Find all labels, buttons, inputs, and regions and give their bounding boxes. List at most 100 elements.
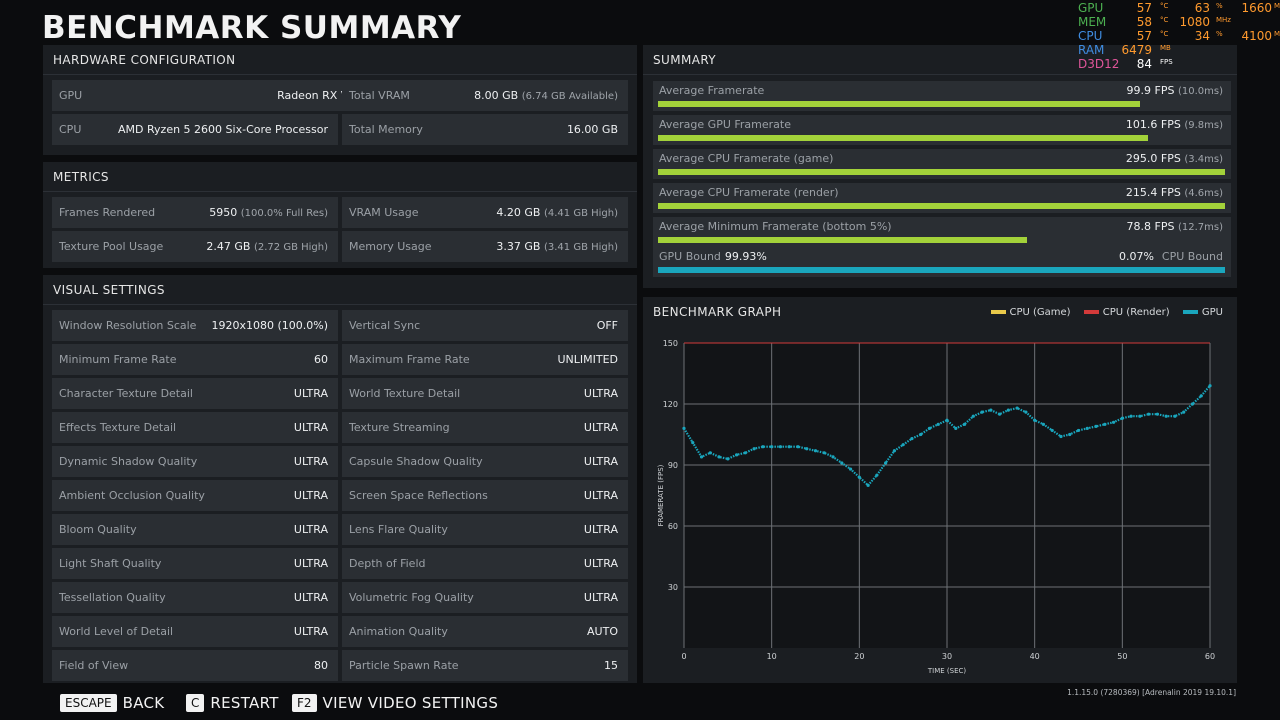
overlay-unit: MHz [1274, 30, 1280, 38]
gpu-data-point [1006, 408, 1010, 412]
setting-label: Vertical Sync [349, 319, 421, 332]
overlay-value: 34 [1194, 29, 1210, 43]
setting-row: Capsule Shadow Quality ULTRA [342, 446, 628, 477]
gpu-data-point [998, 412, 1002, 416]
back-button[interactable]: ESCAPE BACK [60, 693, 164, 712]
video-settings-button[interactable]: F2 VIEW VIDEO SETTINGS [292, 693, 498, 712]
gpu-data-point [1015, 406, 1019, 410]
setting-row: Volumetric Fog Quality ULTRA [342, 582, 628, 613]
metrics-heading: METRICS [43, 162, 637, 192]
legend-cpu-game: CPU (Game) [1009, 307, 1071, 318]
gpu-data-point [752, 447, 756, 451]
overlay-row: D3D12 84 FPS [1078, 57, 1280, 71]
graph-legend: CPU (Game) CPU (Render) GPU [981, 307, 1223, 318]
x-tick-label: 50 [1117, 652, 1127, 661]
gpu-data-point [1208, 384, 1212, 388]
setting-label: Field of View [59, 659, 129, 672]
y-tick-label: 30 [668, 583, 678, 592]
total-memory-value: 16.00 GB [566, 123, 618, 136]
texture-pool-sub: (2.72 GB High) [253, 242, 328, 253]
metrics-panel: METRICS Frames Rendered 5950 (100.0% Ful… [43, 162, 637, 268]
summary-heading: SUMMARY [643, 45, 1237, 75]
overlay-value: 57 [1136, 29, 1152, 43]
overlay-unit: °C [1160, 30, 1169, 38]
gpu-data-point [1199, 394, 1203, 398]
setting-label: Animation Quality [349, 625, 448, 638]
gpu-bound-fill [658, 267, 1225, 273]
setting-value: 15 [604, 659, 618, 672]
gpu-data-point [892, 449, 896, 453]
summary-bar-fill [658, 203, 1225, 209]
vram-usage-sub: (4.41 GB High) [543, 208, 618, 219]
total-memory-label: Total Memory [349, 123, 423, 136]
overlay-metric-name: MEM [1078, 15, 1107, 29]
overlay-metric-name: RAM [1078, 43, 1105, 57]
gpu-data-point [848, 467, 853, 471]
total-memory-cell: Total Memory 16.00 GB [342, 114, 628, 145]
gpu-data-point [866, 483, 870, 487]
benchmark-graph: 30 60 90 120 150 0 10 20 30 40 50 60 TIME (SEC) FRAME… [657, 339, 1215, 675]
cpu-cell: CPU AMD Ryzen 5 2600 Six-Core Processor [52, 114, 338, 145]
setting-label: Bloom Quality [59, 523, 137, 536]
gpu-data-point [735, 453, 739, 457]
summary-bar: Average Minimum Framerate (bottom 5%) 78.… [653, 217, 1231, 247]
y-tick-label: 90 [668, 461, 678, 470]
cpu-bound-label: CPU Bound [1161, 250, 1223, 263]
x-tick-label: 0 [681, 652, 686, 661]
hardware-panel: HARDWARE CONFIGURATION GPU Radeon RX Veg… [43, 45, 637, 155]
overlay-metric-name: D3D12 [1078, 57, 1120, 71]
setting-label: Screen Space Reflections [349, 489, 488, 502]
benchmark-graph-panel: BENCHMARK GRAPH CPU (Game) CPU (Render) … [643, 297, 1237, 683]
video-settings-label: VIEW VIDEO SETTINGS [322, 693, 499, 712]
gpu-data-point [927, 426, 932, 430]
memory-usage-label: Memory Usage [349, 240, 432, 253]
setting-value: ULTRA [293, 625, 328, 638]
gpu-data-point [1138, 414, 1142, 418]
setting-label: Minimum Frame Rate [59, 353, 177, 366]
performance-overlay: GPU57°C63%1660MHzMEM58°C1080MHzCPU57°C34… [1078, 0, 1280, 72]
gpu-data-point [796, 445, 800, 449]
setting-row: Screen Space Reflections ULTRA [342, 480, 628, 511]
restart-button[interactable]: C RESTART [186, 693, 279, 712]
gpu-data-point [1155, 412, 1159, 416]
setting-row: Lens Flare Quality ULTRA [342, 514, 628, 545]
summary-bar-value: 101.6 FPS [1125, 118, 1181, 131]
x-tick-label: 60 [1205, 652, 1215, 661]
texture-pool-value: 2.47 GB [206, 240, 251, 253]
overlay-row: RAM 6479 MB [1078, 43, 1280, 57]
gpu-data-point [901, 443, 905, 447]
x-tick-label: 40 [1030, 652, 1040, 661]
setting-value: 1920x1080 (100.0%) [211, 319, 328, 332]
vram-usage-value: 4.20 GB [496, 206, 541, 219]
setting-row: Animation Quality AUTO [342, 616, 628, 647]
overlay-row: GPU 57 °C 63% 1660MHz [1078, 1, 1280, 15]
summary-bar-ms: (4.6ms) [1184, 188, 1223, 199]
setting-value: UNLIMITED [557, 353, 618, 366]
gpu-data-point [831, 455, 835, 459]
overlay-unit: MB [1160, 44, 1171, 52]
setting-value: ULTRA [293, 387, 328, 400]
cpu-value: AMD Ryzen 5 2600 Six-Core Processor [118, 123, 328, 136]
setting-row: Window Resolution Scale 1920x1080 (100.0%… [52, 310, 338, 341]
overlay-value: 6479 [1121, 43, 1152, 57]
overlay-unit: MHz [1274, 2, 1280, 10]
summary-bar-label: Average CPU Framerate (render) [659, 186, 839, 199]
overlay-value: 1660 [1241, 1, 1272, 15]
setting-label: Lens Flare Quality [349, 523, 448, 536]
setting-label: Tessellation Quality [59, 591, 166, 604]
gpu-data-point [980, 410, 984, 414]
setting-value: OFF [596, 319, 618, 332]
setting-value: ULTRA [583, 421, 618, 434]
setting-value: ULTRA [293, 523, 328, 536]
vram-usage-cell: VRAM Usage 4.20 GB (4.41 GB High) [342, 197, 628, 228]
setting-row: Dynamic Shadow Quality ULTRA [52, 446, 338, 477]
memory-usage-value: 3.37 GB [496, 240, 541, 253]
f2-key: F2 [292, 693, 317, 712]
setting-label: Window Resolution Scale [59, 319, 197, 332]
summary-bar: Average GPU Framerate 101.6 FPS (9.8ms) [653, 115, 1231, 145]
c-key: C [186, 693, 205, 712]
gpu-bound-label: GPU Bound [659, 250, 721, 263]
gpu-data-point [1111, 420, 1116, 424]
visual-settings-panel: VISUAL SETTINGS Window Resolution Scale 1… [43, 275, 637, 683]
setting-value: 80 [314, 659, 328, 672]
